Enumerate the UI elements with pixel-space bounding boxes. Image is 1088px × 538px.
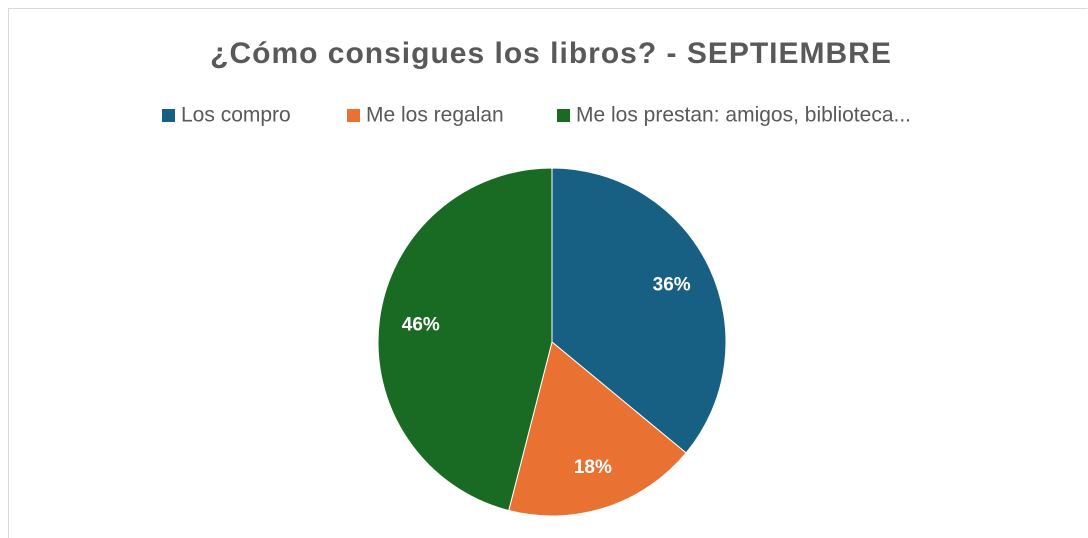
pie-slice xyxy=(377,167,553,512)
legend-label: Los compro xyxy=(181,104,291,127)
legend-label: Me los regalan xyxy=(366,104,504,127)
data-label: 36% xyxy=(653,275,691,296)
chart-title: ¿Cómo consigues los libros? - SEPTIEMBRE xyxy=(210,37,892,70)
legend-swatch xyxy=(347,109,360,122)
legend-swatch xyxy=(557,109,570,122)
legend-swatch xyxy=(162,109,175,122)
pie-slice xyxy=(551,167,727,454)
pie-slice xyxy=(508,341,687,517)
legend-label: Me los prestan: amigos, biblioteca... xyxy=(576,104,911,127)
chart-border xyxy=(8,8,1088,538)
data-label: 18% xyxy=(574,457,612,478)
data-label: 46% xyxy=(402,314,440,335)
